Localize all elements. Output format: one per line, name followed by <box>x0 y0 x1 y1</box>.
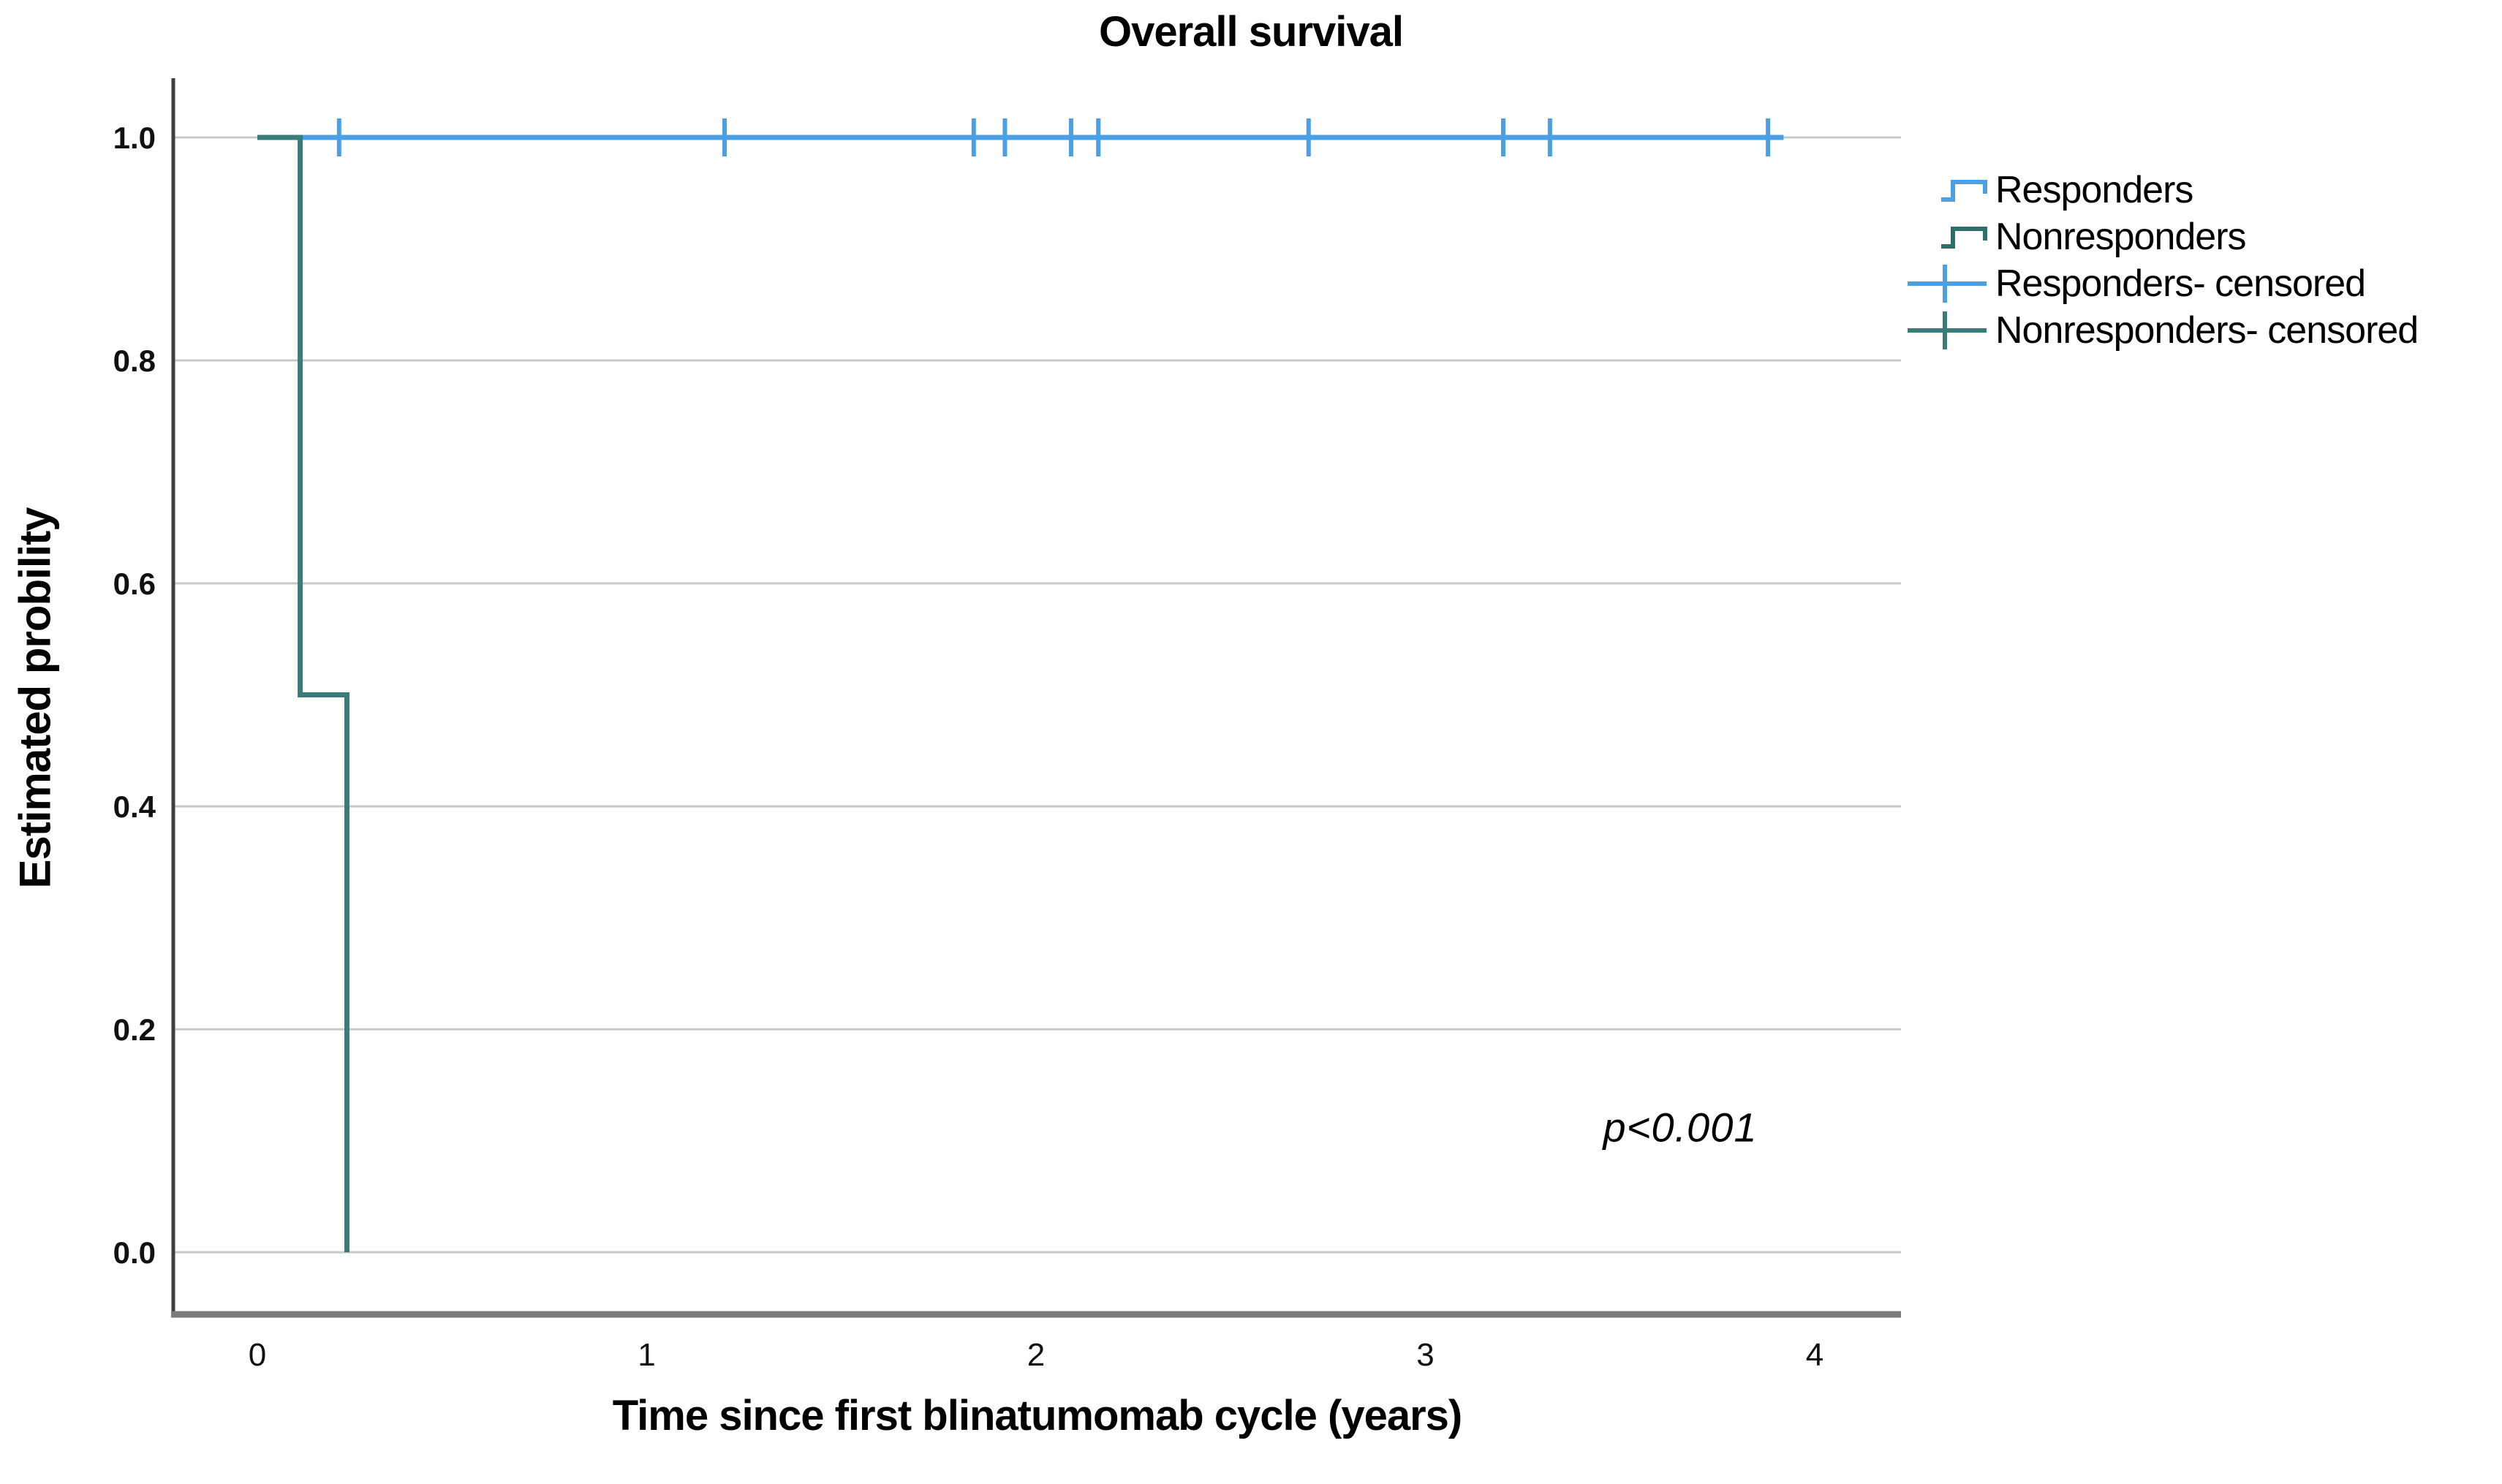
legend-item-responders-censored: Responders- censored <box>1906 260 2418 307</box>
step-line-icon <box>1941 180 1987 202</box>
x-tick-label: 4 <box>1806 1337 1823 1373</box>
legend-item-nonresponders: Nonresponders <box>1906 213 2418 260</box>
step-line-glyph <box>1941 227 1987 249</box>
step-line-glyph <box>1941 180 1987 202</box>
x-tick-label: 3 <box>1416 1337 1434 1373</box>
chart-title: Overall survival <box>1098 8 1404 56</box>
legend-label-nonresponders-censored: Nonresponders- censored <box>1995 309 2419 352</box>
y-tick-label: 0.8 <box>113 344 156 378</box>
censor-plus-icon <box>1908 265 1987 303</box>
y-tick-label: 0.0 <box>113 1235 156 1270</box>
censor-plus-glyph <box>1908 265 1987 303</box>
censor-plus-glyph <box>1908 311 1987 349</box>
legend-item-nonresponders-censored: Nonresponders- censored <box>1906 307 2419 354</box>
legend-label-nonresponders: Nonresponders <box>1995 216 2247 258</box>
x-tick-label: 1 <box>638 1337 655 1373</box>
y-tick-label: 0.6 <box>113 567 156 601</box>
censor-plus-icon <box>1908 311 1987 349</box>
p-value-annotation: p<0.001 <box>1603 1104 1758 1151</box>
survival-curve-nonresponders <box>257 135 349 1252</box>
legend: Responders Nonresponders Responders- cen… <box>1906 167 2419 354</box>
legend-item-responders: Responders <box>1906 167 2418 213</box>
y-tick-label: 0.4 <box>113 790 156 824</box>
legend-label-responders: Responders <box>1995 169 2193 211</box>
x-tick-label: 2 <box>1027 1337 1045 1373</box>
step-line-icon <box>1941 227 1987 249</box>
x-axis-title: Time since first blinatumomab cycle (yea… <box>612 1392 1463 1439</box>
x-tick-label: 0 <box>249 1337 266 1373</box>
y-tick-label: 0.2 <box>113 1012 156 1047</box>
legend-label-responders-censored: Responders- censored <box>1995 262 2366 305</box>
y-tick-label: 1.0 <box>113 121 156 155</box>
